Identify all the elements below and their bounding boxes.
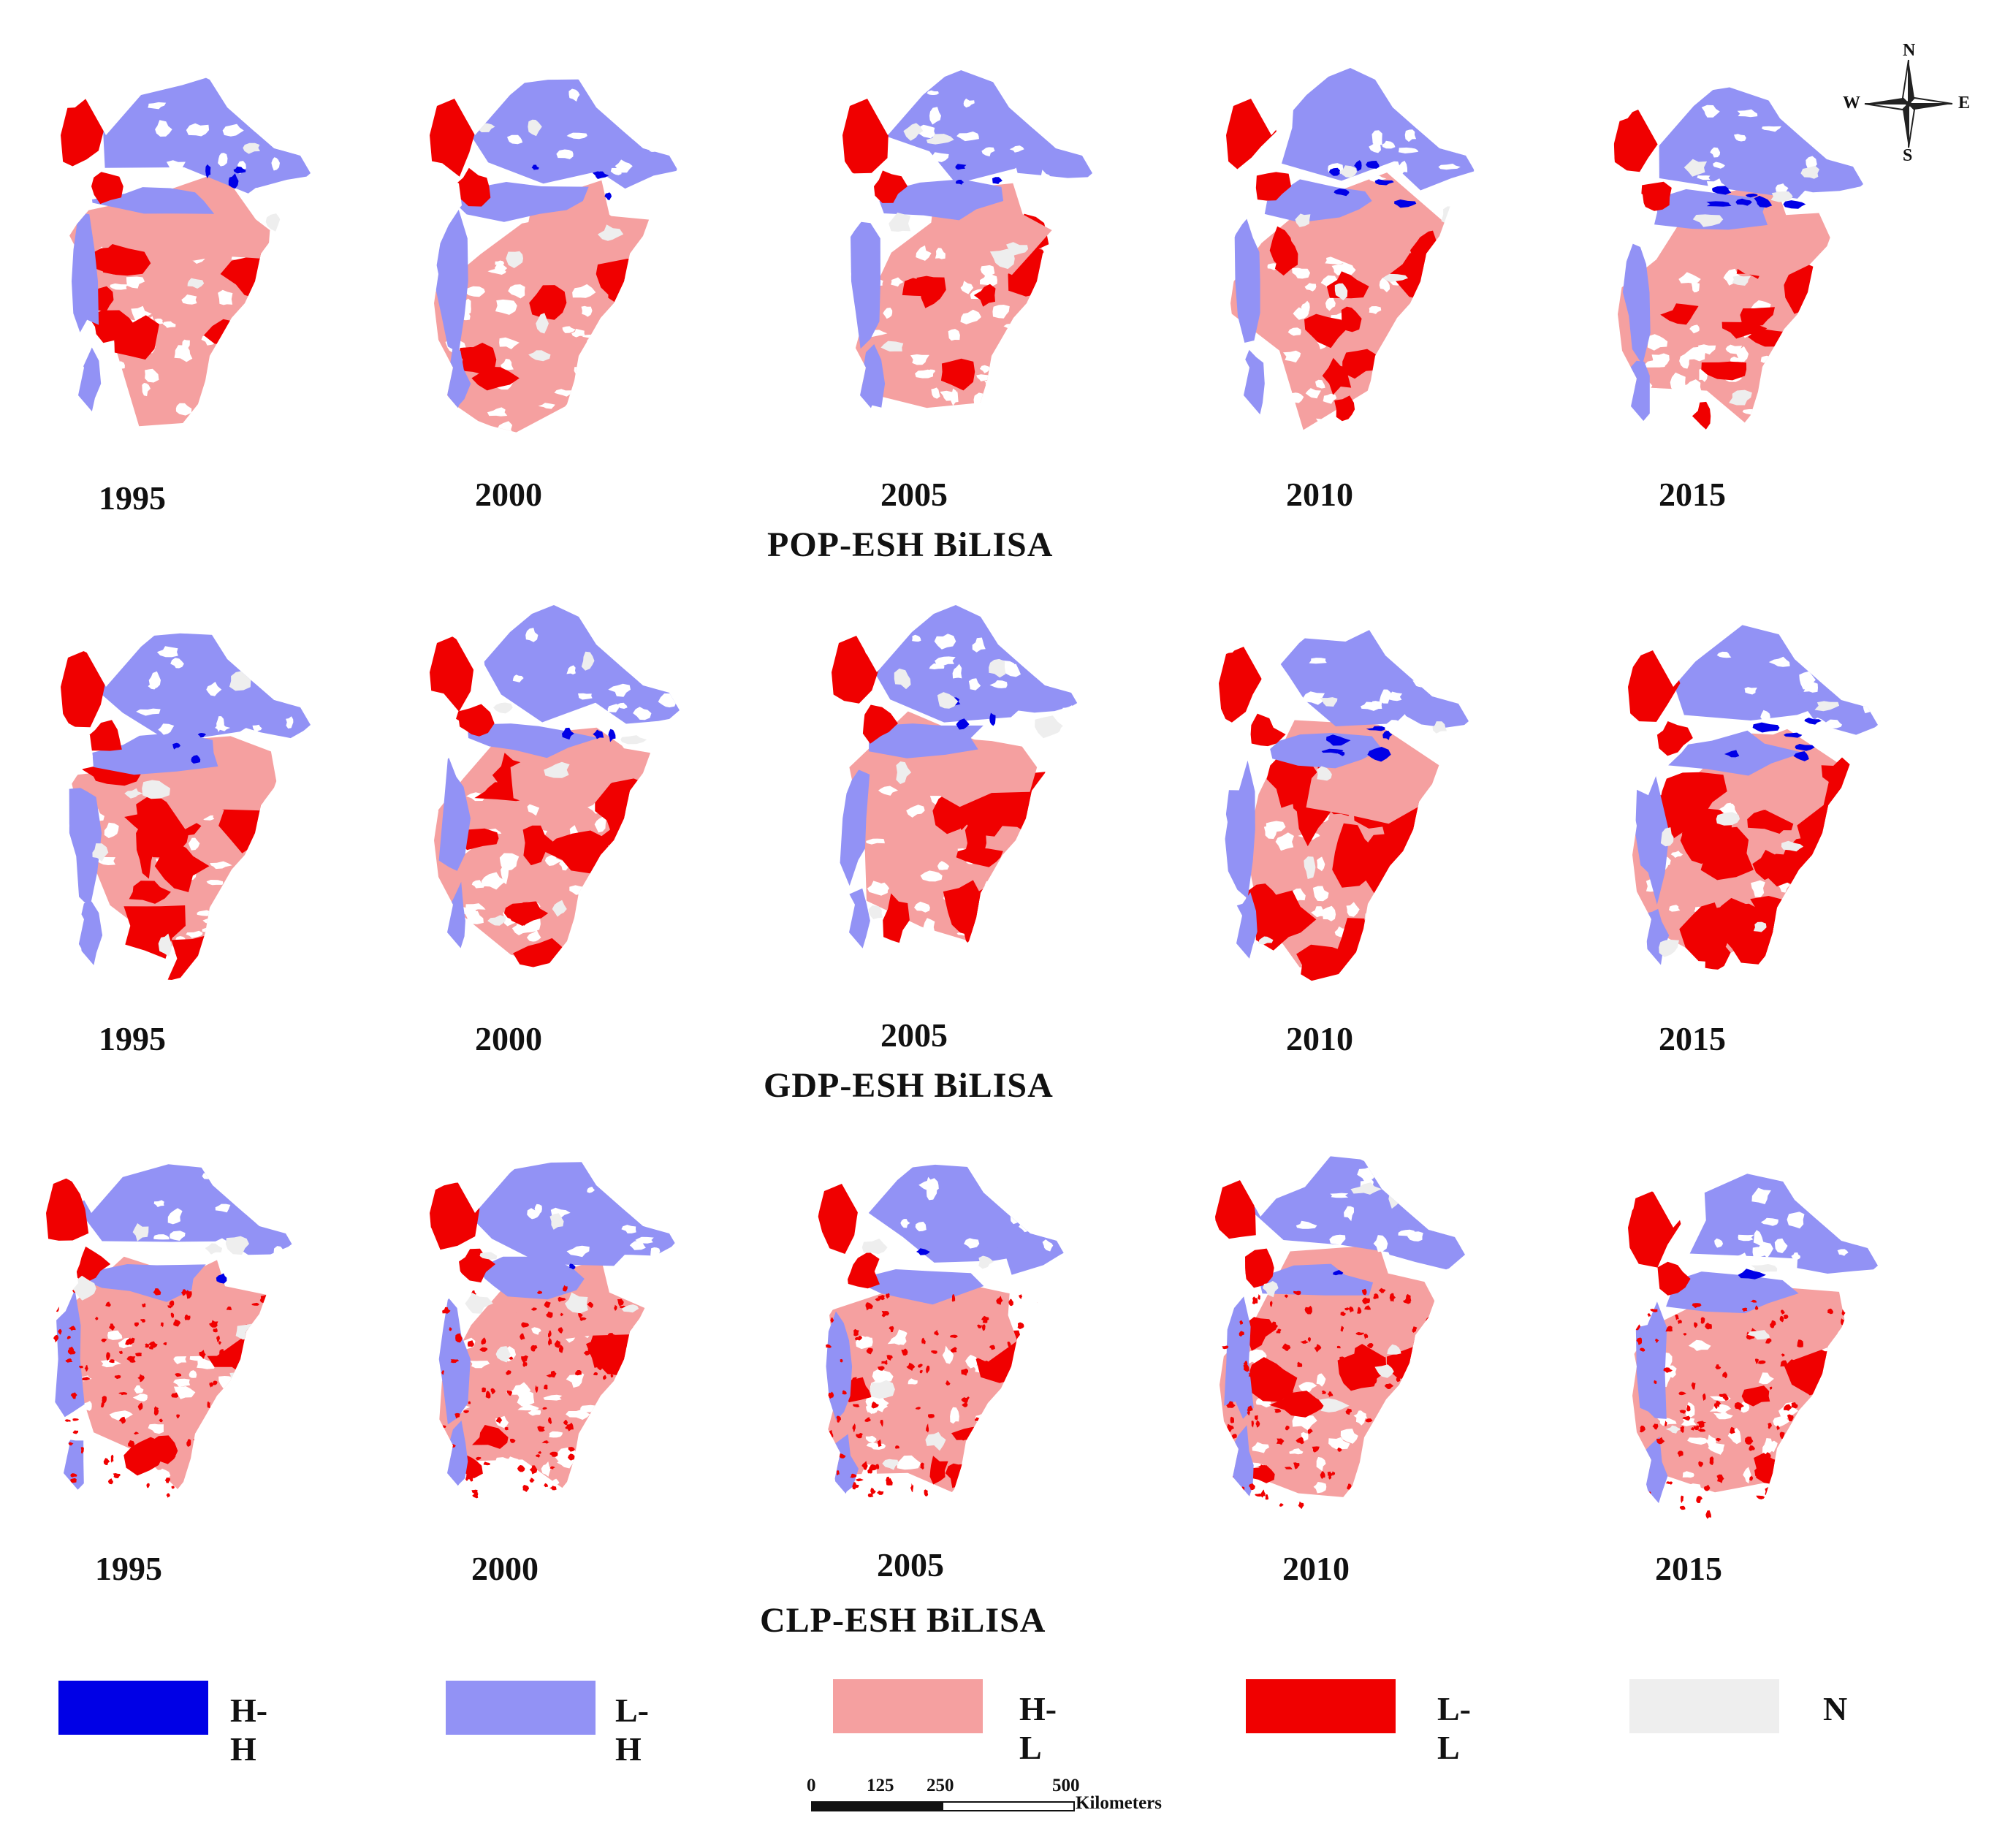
legend-label-hl: H-L <box>1019 1690 1057 1766</box>
compass-rose-icon <box>1864 59 1953 148</box>
year-label-gdp-2010: 2010 <box>1286 1020 1353 1057</box>
map-pop-2015 <box>1613 79 1863 444</box>
scale-tick-0: 0 <box>807 1776 816 1795</box>
year-label-gdp-2005: 2005 <box>880 1016 948 1054</box>
legend-swatch-n <box>1629 1679 1779 1733</box>
scale-segment-1 <box>811 1801 878 1811</box>
map-gdp-2000 <box>430 605 680 970</box>
year-label-clp-2000: 2000 <box>471 1550 539 1587</box>
scale-bar: 0 125 250 500 Kilometers <box>807 1776 1220 1834</box>
legend-label-ll: L-L <box>1437 1690 1471 1766</box>
map-gdp-2015 <box>1628 620 1878 985</box>
scale-unit: Kilometers <box>1076 1793 1163 1813</box>
year-label-pop-2015: 2015 <box>1659 476 1726 513</box>
scale-tick-500: 500 <box>1052 1776 1080 1795</box>
map-gdp-2005 <box>832 605 1081 970</box>
map-clp-2005 <box>817 1153 1067 1518</box>
map-pop-2010 <box>1226 68 1476 433</box>
legend-swatch-hl <box>833 1679 983 1733</box>
year-label-pop-1995: 1995 <box>99 479 166 517</box>
scale-tick-125: 125 <box>867 1776 894 1795</box>
scale-segment-3 <box>942 1801 1075 1811</box>
year-label-gdp-2015: 2015 <box>1659 1020 1726 1057</box>
compass-e: E <box>1958 94 1971 113</box>
map-clp-2010 <box>1215 1149 1465 1515</box>
legend-swatch-ll <box>1246 1679 1396 1733</box>
row-title-clp: CLP-ESH BiLISA <box>760 1601 1046 1640</box>
north-arrow: N S E W <box>1841 41 1973 165</box>
map-gdp-1995 <box>61 620 311 985</box>
year-label-gdp-1995: 1995 <box>99 1020 166 1057</box>
year-label-clp-2005: 2005 <box>877 1546 944 1583</box>
year-label-gdp-2000: 2000 <box>475 1020 542 1057</box>
legend-label-hh: H-H <box>230 1692 268 1768</box>
compass-s: S <box>1903 146 1913 165</box>
map-gdp-2010 <box>1219 616 1469 981</box>
year-label-clp-1995: 1995 <box>95 1550 162 1587</box>
map-clp-2015 <box>1628 1160 1878 1526</box>
legend-label-n: N <box>1823 1690 1848 1727</box>
compass-w: W <box>1843 94 1860 113</box>
scale-segment-2 <box>876 1801 943 1811</box>
year-label-pop-2010: 2010 <box>1286 476 1353 513</box>
year-label-clp-2015: 2015 <box>1655 1550 1722 1587</box>
scale-bar-graphic <box>811 1801 1075 1811</box>
map-clp-2000 <box>430 1146 680 1511</box>
map-pop-2000 <box>430 68 680 433</box>
legend-swatch-hh <box>58 1681 208 1735</box>
year-label-pop-2005: 2005 <box>880 476 948 513</box>
scale-tick-250: 250 <box>927 1776 954 1795</box>
legend-swatch-lh <box>446 1681 596 1735</box>
row-title-gdp: GDP-ESH BiLISA <box>764 1066 1054 1105</box>
map-clp-1995 <box>46 1146 296 1511</box>
year-label-clp-2010: 2010 <box>1282 1550 1350 1587</box>
map-pop-1995 <box>61 68 311 433</box>
legend-label-lh: L-H <box>615 1692 649 1768</box>
compass-n: N <box>1903 41 1916 60</box>
map-pop-2005 <box>842 68 1092 433</box>
year-label-pop-2000: 2000 <box>475 476 542 513</box>
row-title-pop: POP-ESH BiLISA <box>767 525 1054 564</box>
